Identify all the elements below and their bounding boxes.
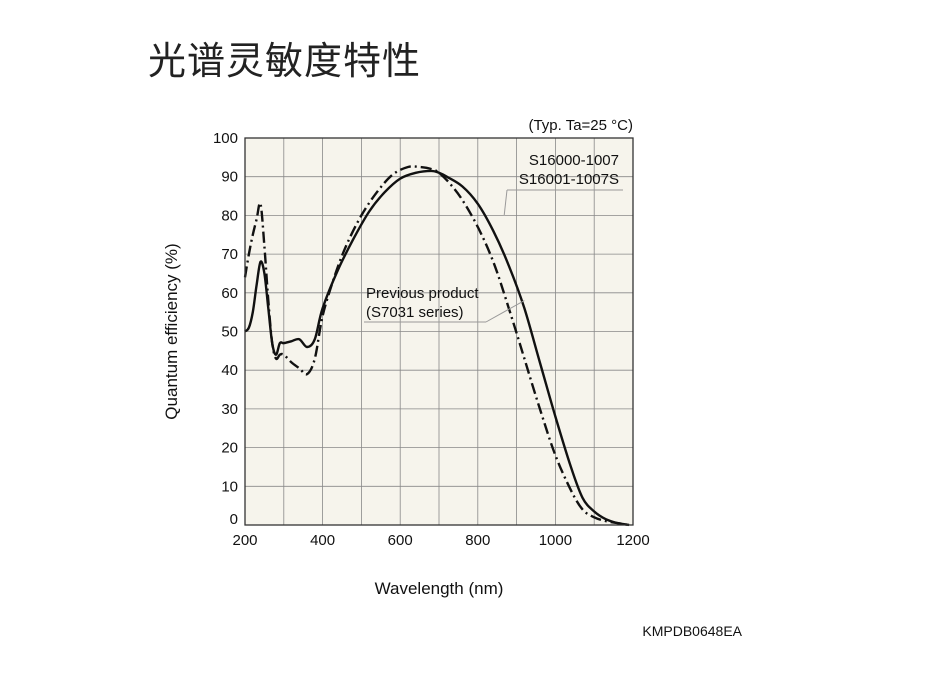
y-tick-label: 70 [221, 246, 238, 263]
y-tick-label: 80 [221, 207, 238, 224]
x-tick-label: 400 [310, 532, 335, 549]
y-tick-label: 60 [221, 285, 238, 302]
y-tick-label: 20 [221, 440, 238, 457]
series-layer [243, 165, 630, 527]
x-tick-label: 200 [232, 532, 257, 549]
page-title: 光谱灵敏度特性 [148, 39, 422, 83]
y-tick-label: 30 [221, 401, 238, 418]
annotations: S16000-1007 S16001-1007S Previous product (… [364, 152, 623, 323]
leader-line [485, 300, 525, 323]
annotation-label-line: S16000-1007 [529, 152, 619, 169]
y-tick-label: 90 [221, 169, 238, 186]
y-tick-label: 0 [230, 511, 238, 528]
x-tick-label: 800 [465, 532, 490, 549]
y-tick-label: 50 [221, 324, 238, 341]
annotation-label-line: S16001-1007S [519, 171, 619, 188]
series-line-solid [244, 169, 630, 527]
annotation-label-line: Previous product [366, 285, 479, 302]
x-tick-label: 1000 [539, 532, 572, 549]
y-tick-label: 10 [221, 478, 238, 495]
x-tick-label: 1200 [616, 532, 649, 549]
y-tick-label: 40 [221, 362, 238, 379]
annotation-label-line: (S7031 series) [366, 304, 464, 321]
y-axis-title: Quantum efficiency (%) [162, 243, 181, 419]
x-axis-title: Wavelength (nm) [375, 579, 504, 598]
x-tick-label: 600 [388, 532, 413, 549]
y-tick-label: 100 [213, 130, 238, 147]
document-code: KMPDB0648EA [642, 623, 742, 639]
leader-line [503, 189, 508, 216]
series-line-dash-dot [243, 165, 630, 527]
plot-frame [244, 137, 634, 526]
tick-labels: 0 10 20 30 40 50 60 70 80 90 100 200 400 600 800 1000 12… [213, 130, 650, 549]
condition-note: (Typ. Ta=25 °C) [528, 117, 633, 134]
